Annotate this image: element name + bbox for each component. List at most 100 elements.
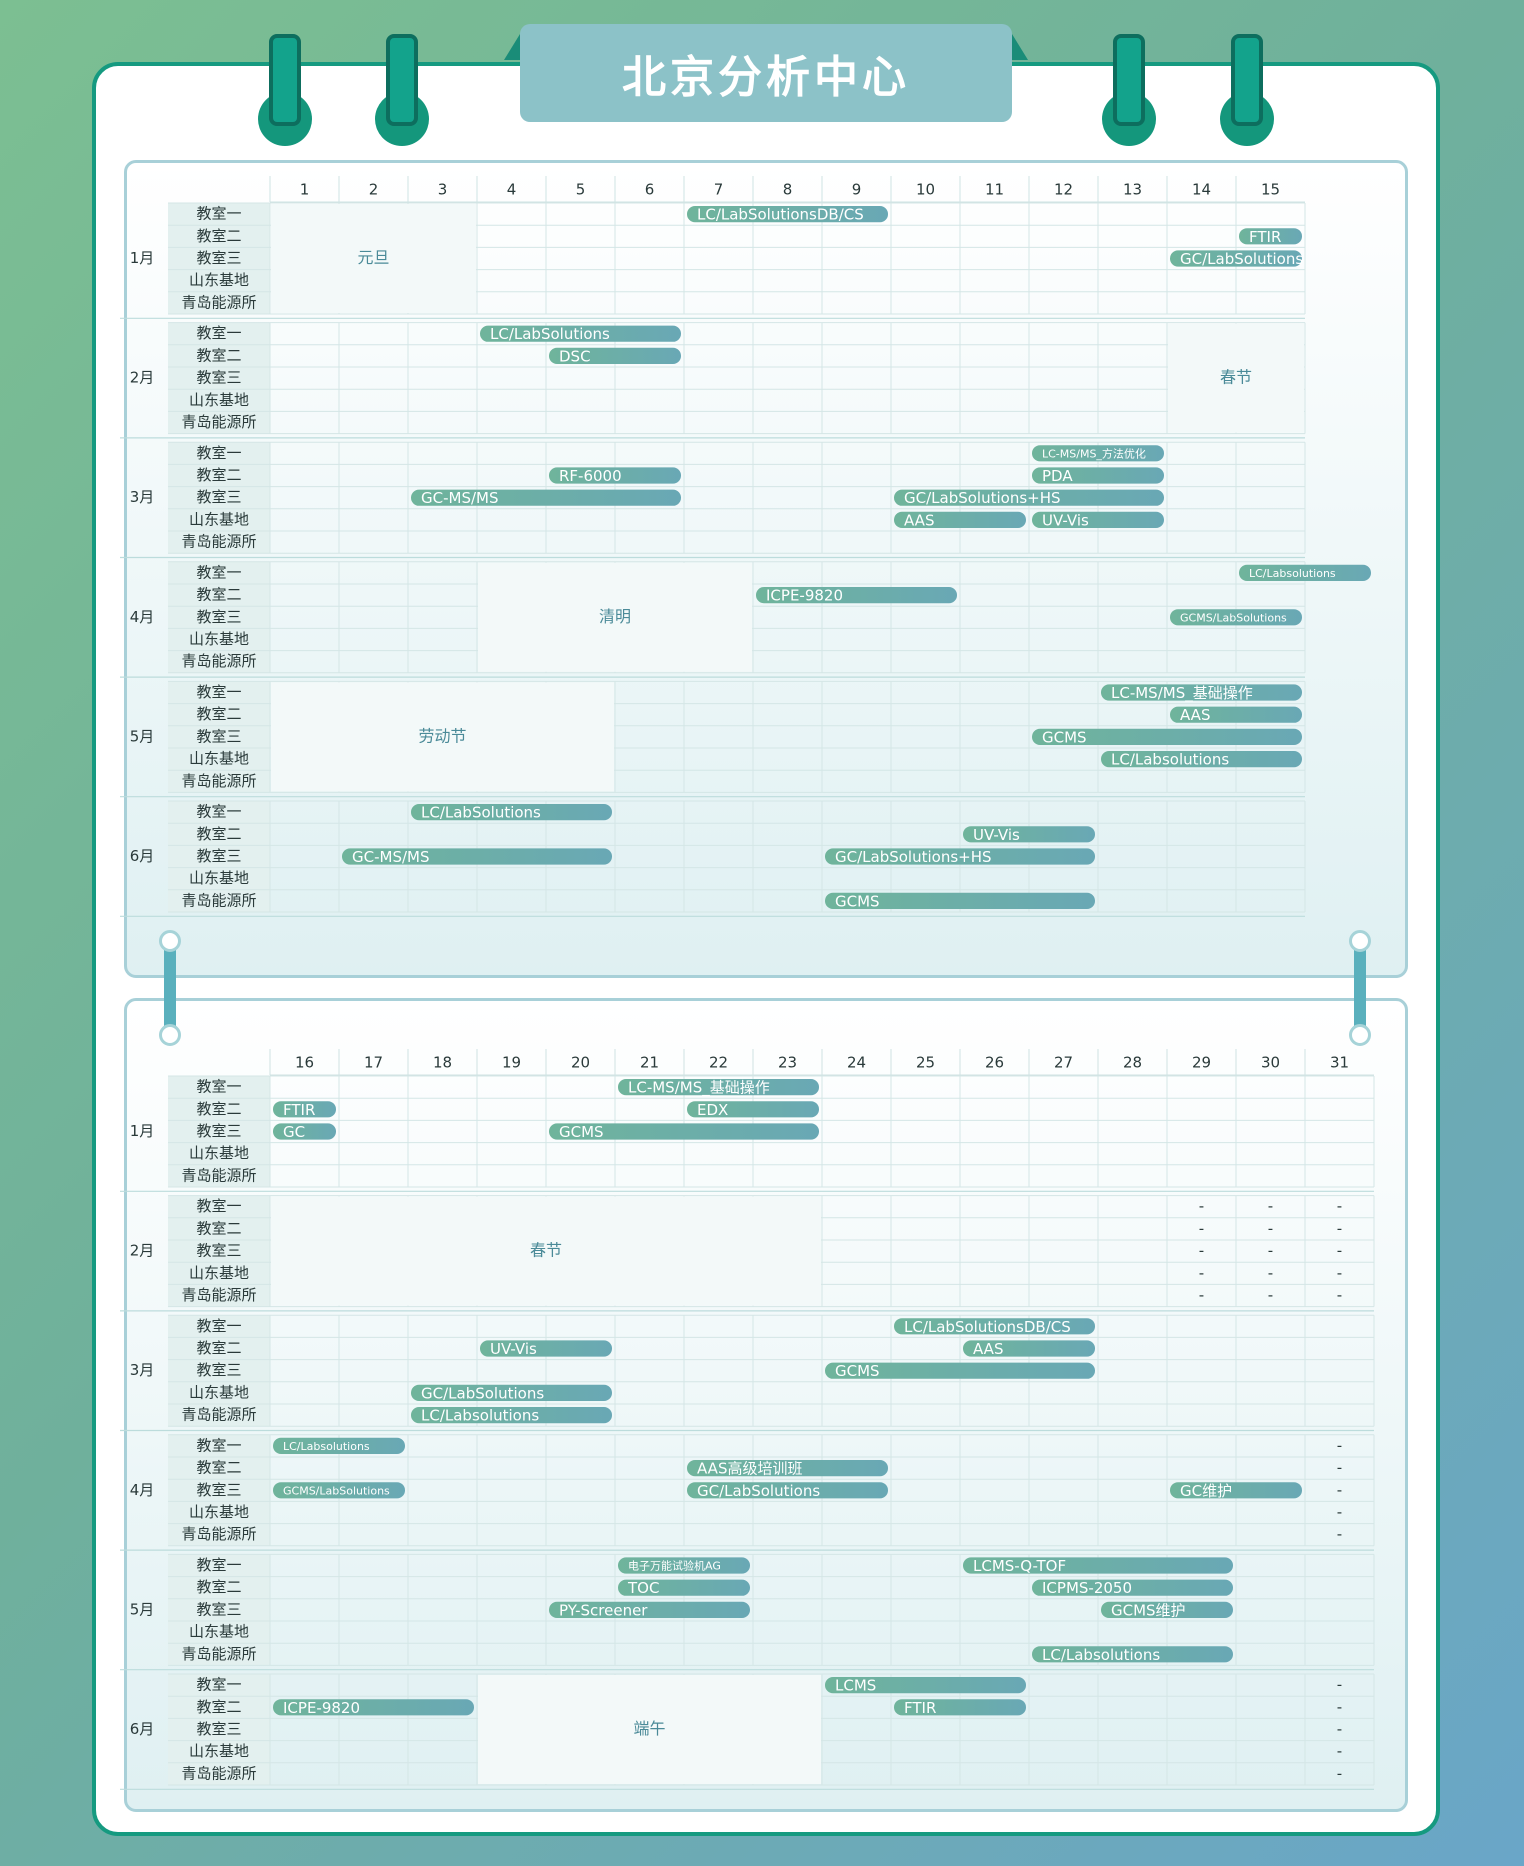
room-label: 教室二 — [196, 1219, 241, 1237]
room-label: 教室二 — [196, 1459, 241, 1477]
day-header-17: 17 — [364, 1054, 383, 1072]
room-label: 教室一 — [196, 205, 241, 223]
title-tab-left-ear — [504, 34, 520, 60]
course-bar — [411, 804, 612, 821]
day-header-27: 27 — [1054, 1054, 1073, 1072]
panel-clip-right — [1354, 938, 1366, 1034]
holiday-cell — [478, 562, 752, 672]
room-label-column — [168, 1434, 270, 1546]
course-bar — [963, 1557, 1233, 1574]
course-bar-label: LC-MS/MS_基础操作 — [1111, 684, 1253, 703]
course-bar — [1101, 751, 1302, 768]
day-header-24: 24 — [847, 1054, 866, 1072]
course-bar — [480, 325, 681, 342]
empty-dash: - — [1337, 1242, 1342, 1260]
course-bar-label: LC/Labsolutions — [283, 1440, 370, 1453]
empty-dash: - — [1268, 1286, 1273, 1304]
course-bar — [687, 1460, 888, 1477]
course-bar-label: UV-Vis — [973, 826, 1020, 844]
page-title-text: 北京分析中心 — [622, 52, 910, 103]
room-label-column — [168, 1554, 270, 1666]
room-label: 教室三 — [196, 847, 241, 865]
course-bar-label: AAS — [904, 511, 934, 529]
course-bar-label: DSC — [559, 347, 591, 365]
room-label: 山东基地 — [189, 1383, 249, 1401]
room-label-column — [168, 1195, 270, 1307]
course-bar — [273, 1101, 336, 1118]
room-label: 教室三 — [196, 727, 241, 745]
holiday-label: 清明 — [599, 607, 631, 626]
course-bar — [1170, 250, 1302, 267]
course-bar-label: PY-Screener — [559, 1601, 648, 1619]
course-bar — [618, 1579, 750, 1596]
room-label: 教室一 — [196, 803, 241, 821]
room-label: 教室一 — [196, 1556, 241, 1574]
room-label: 教室二 — [196, 1100, 241, 1118]
course-bar — [480, 1340, 612, 1357]
course-bar — [756, 587, 957, 604]
empty-dash: - — [1337, 1503, 1342, 1521]
course-bar-label: GC维护 — [1180, 1482, 1232, 1500]
course-bar — [1101, 1601, 1233, 1618]
room-label: 山东基地 — [189, 630, 249, 648]
day-header-6: 6 — [645, 181, 655, 199]
day-header-12: 12 — [1054, 181, 1073, 199]
course-bar-label: GC/LabSolutions+HS — [904, 489, 1061, 507]
room-label: 山东基地 — [189, 1503, 249, 1521]
holiday-cell — [271, 204, 476, 313]
empty-dash: - — [1337, 1459, 1342, 1477]
room-label: 教室三 — [196, 1720, 241, 1738]
room-label: 青岛能源所 — [181, 1166, 256, 1184]
course-bar-label: RF-6000 — [559, 467, 622, 485]
day-header-1: 1 — [300, 181, 310, 199]
binder-hook-4 — [1231, 34, 1263, 126]
month-label: 4月 — [130, 608, 155, 626]
course-bar — [1239, 228, 1302, 245]
holiday-label: 端午 — [633, 1719, 665, 1738]
room-label: 教室二 — [196, 1698, 241, 1716]
empty-dash: - — [1337, 1481, 1342, 1499]
course-bar-label: GCMS/LabSolutions — [1180, 611, 1287, 624]
day-header-28: 28 — [1123, 1054, 1142, 1072]
empty-dash: - — [1337, 1286, 1342, 1304]
empty-dash: - — [1199, 1286, 1204, 1304]
room-label: 教室二 — [196, 825, 241, 843]
day-header-31: 31 — [1330, 1054, 1349, 1072]
course-bar-label: LC-MS/MS_基础操作 — [628, 1079, 770, 1098]
binder-hook-3 — [1113, 34, 1145, 126]
course-bar — [618, 1079, 819, 1096]
month-label: 2月 — [130, 369, 155, 387]
course-bar-label: ICPE-9820 — [766, 587, 843, 605]
course-bar — [411, 1407, 612, 1424]
holiday-label: 劳动节 — [418, 726, 466, 745]
room-label-column — [168, 1674, 270, 1785]
course-bar-label: GC-MS/MS — [421, 489, 499, 507]
course-bar-label: LC/Labsolutions — [1042, 1646, 1160, 1664]
page-title: 北京分析中心 — [520, 24, 1012, 122]
course-bar — [894, 511, 1026, 528]
room-label: 教室三 — [196, 1600, 241, 1618]
empty-dash: - — [1337, 1698, 1342, 1716]
month-label: 4月 — [130, 1481, 155, 1499]
day-header-10: 10 — [916, 181, 935, 199]
empty-dash: - — [1337, 1676, 1342, 1694]
course-bar — [1032, 511, 1164, 528]
course-bar — [273, 1437, 405, 1454]
course-bar-label: GC/LabSolutions — [421, 1384, 544, 1402]
room-label: 教室三 — [196, 1122, 241, 1140]
clip-dot-left-top — [159, 930, 181, 952]
room-label: 教室一 — [196, 444, 241, 462]
month-label: 1月 — [130, 249, 155, 267]
room-label: 教室二 — [196, 227, 241, 245]
empty-dash: - — [1337, 1436, 1342, 1454]
room-label: 教室三 — [196, 1361, 241, 1379]
room-label: 教室二 — [196, 705, 241, 723]
holiday-label: 元旦 — [357, 248, 389, 267]
course-bar-label: GC-MS/MS — [352, 848, 430, 866]
room-label: 山东基地 — [189, 1144, 249, 1162]
day-header-7: 7 — [714, 181, 724, 199]
holiday-label: 春节 — [1220, 368, 1252, 387]
day-header-25: 25 — [916, 1054, 935, 1072]
empty-dash: - — [1268, 1219, 1273, 1237]
